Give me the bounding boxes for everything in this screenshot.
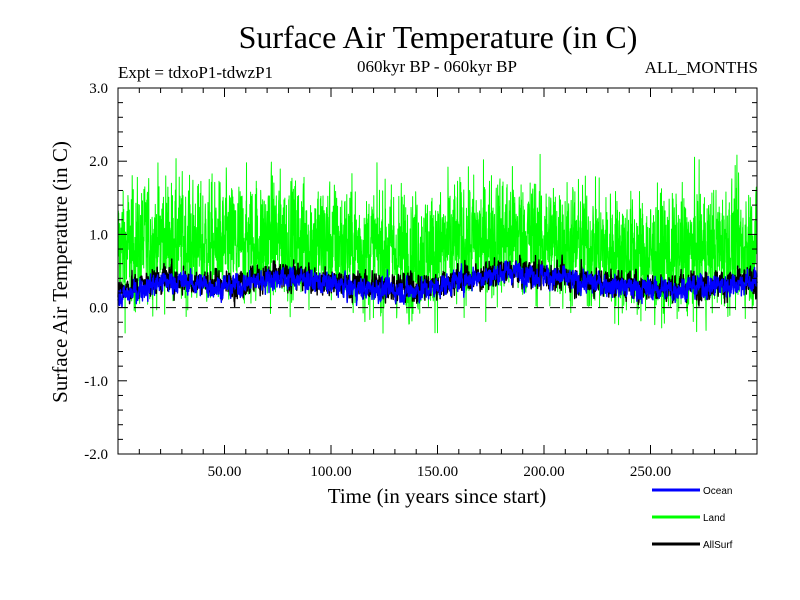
- x-tick-labels: 50.00 100.00 150.00 200.00 250.00: [208, 464, 672, 480]
- series-line-land: [117, 153, 758, 334]
- tick-marks: [118, 87, 757, 455]
- x-tick-label: 200.00: [523, 464, 564, 480]
- y-tick-label: 2.0: [89, 154, 108, 170]
- x-tick-label: 250.00: [630, 464, 671, 480]
- x-axis-label: Time (in years since start): [328, 484, 547, 508]
- y-tick-label: 3.0: [89, 81, 108, 97]
- y-tick-label: 0.0: [89, 301, 108, 317]
- legend-label-land: Land: [703, 513, 725, 524]
- months-label: ALL_MONTHS: [645, 58, 758, 77]
- x-tick-label: 50.00: [208, 464, 242, 480]
- x-tick-label: 100.00: [310, 464, 351, 480]
- legend-label-ocean: Ocean: [703, 486, 732, 497]
- y-tick-labels: -2.0 -1.0 0.0 1.0 2.0 3.0: [84, 81, 108, 463]
- legend-label-allsurf: AllSurf: [703, 540, 733, 551]
- chart-title: Surface Air Temperature (in C): [239, 19, 638, 55]
- y-axis-label: Surface Air Temperature (in C): [48, 141, 72, 403]
- series-line-ocean: [117, 260, 758, 308]
- y-tick-label: -2.0: [84, 447, 108, 463]
- y-tick-label: 1.0: [89, 227, 108, 243]
- y-tick-label: -1.0: [84, 374, 108, 390]
- period-label: 060kyr BP - 060kyr BP: [357, 57, 517, 76]
- experiment-label: Expt = tdxoP1-tdwzP1: [118, 63, 273, 82]
- legend: Ocean Land AllSurf: [652, 486, 733, 551]
- plot-lines: [117, 153, 758, 334]
- x-tick-label: 150.00: [417, 464, 458, 480]
